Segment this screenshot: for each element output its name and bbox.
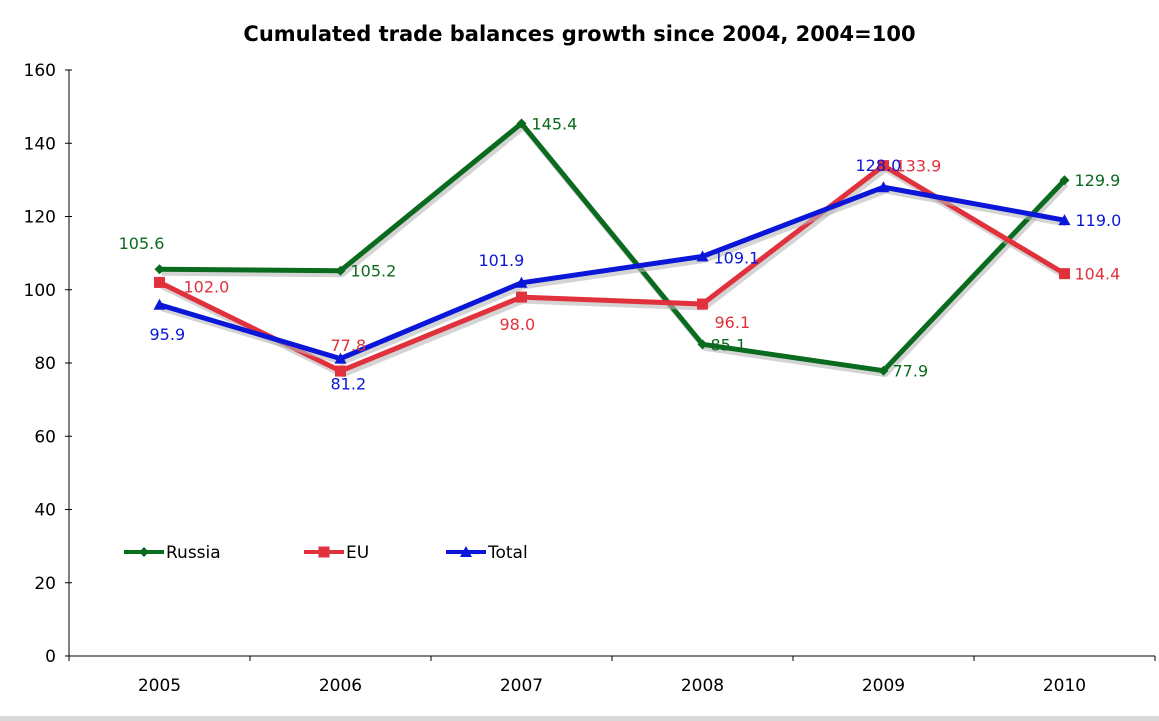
- data-label-eu: 98.0: [500, 315, 536, 334]
- data-point-russia: [878, 365, 889, 376]
- data-label-eu: 133.9: [896, 157, 942, 176]
- data-label-total: 81.2: [331, 375, 367, 394]
- data-label-total: 95.9: [150, 325, 186, 344]
- data-label-eu: 104.4: [1075, 265, 1121, 284]
- data-point-russia: [154, 264, 165, 275]
- x-tick-label: 2005: [138, 676, 181, 696]
- data-label-total: 101.9: [479, 251, 525, 270]
- data-point-russia: [516, 118, 527, 129]
- data-point-total: [153, 298, 166, 310]
- series-line-eu: [158, 163, 1066, 374]
- data-point-eu: [878, 160, 889, 172]
- y-tick-label: 60: [34, 427, 56, 447]
- y-tick-label: 80: [34, 354, 56, 374]
- legend-label: Total: [487, 543, 528, 563]
- legend-item-russia: Russia: [124, 543, 221, 563]
- legend-item-total: Total: [446, 543, 528, 563]
- data-point-eu: [697, 298, 708, 310]
- x-tick-label: 2008: [681, 676, 724, 696]
- data-label-russia: 105.6: [119, 234, 165, 253]
- series-lines: [153, 118, 1071, 378]
- data-label-russia: 145.4: [532, 114, 578, 133]
- data-labels: 105.6 105.2 145.4 85.1 77.9 129.9 102.0 77.8 98.…: [119, 114, 1122, 393]
- series-line-total: [158, 184, 1065, 362]
- data-label-eu: 77.8: [331, 336, 367, 355]
- data-point-russia: [335, 265, 346, 276]
- x-tick-label: 2009: [862, 676, 905, 696]
- data-point-total: [696, 250, 709, 262]
- legend-item-eu: EU: [304, 543, 369, 563]
- data-label-russia: 129.9: [1075, 171, 1121, 190]
- y-tick-label: 100: [24, 281, 56, 301]
- y-tick-label: 0: [45, 647, 56, 667]
- y-tick-label: 40: [34, 501, 56, 521]
- data-point-eu: [516, 291, 527, 303]
- legend-marker: [139, 547, 149, 557]
- data-point-eu: [335, 365, 346, 377]
- legend-marker: [318, 546, 330, 558]
- y-tick-label: 140: [24, 134, 56, 154]
- data-point-total: [1058, 214, 1071, 226]
- y-tick-label: 160: [24, 61, 56, 81]
- data-label-eu: 102.0: [184, 277, 230, 296]
- data-label-russia: 77.9: [893, 362, 929, 381]
- x-tick-label: 2006: [319, 676, 362, 696]
- data-point-russia: [1059, 175, 1070, 186]
- x-tick-label: 2007: [500, 676, 543, 696]
- data-label-russia: 105.2: [351, 262, 397, 281]
- data-point-total: [877, 181, 890, 193]
- axes: 0 20 40 60 80 100 120 140 160 2005 2006 2007 2008 200…: [24, 61, 1156, 696]
- y-tick-label: 20: [34, 574, 56, 594]
- series-line-russia: [159, 120, 1067, 374]
- data-point-russia: [697, 339, 708, 350]
- data-label-total: 109.1: [714, 248, 760, 267]
- x-tick-label: 2010: [1043, 676, 1086, 696]
- data-point-total: [515, 276, 528, 288]
- data-point-eu: [1059, 268, 1070, 280]
- legend-marker: [460, 546, 472, 557]
- legend-label: Russia: [166, 543, 221, 563]
- data-point-total: [334, 352, 347, 364]
- data-label-total: 128.0: [856, 156, 902, 175]
- series-shadow-total: [160, 188, 1067, 366]
- chart-title: Cumulated trade balances growth since 20…: [243, 22, 916, 46]
- legend-label: EU: [346, 543, 369, 563]
- bottom-border: [0, 716, 1159, 721]
- data-label-russia: 85.1: [711, 335, 747, 354]
- data-label-eu: 96.1: [715, 313, 751, 332]
- y-tick-label: 120: [24, 208, 56, 228]
- data-point-eu: [154, 276, 165, 288]
- data-label-total: 119.0: [1076, 211, 1122, 230]
- legend: Russia EU Total: [124, 543, 528, 563]
